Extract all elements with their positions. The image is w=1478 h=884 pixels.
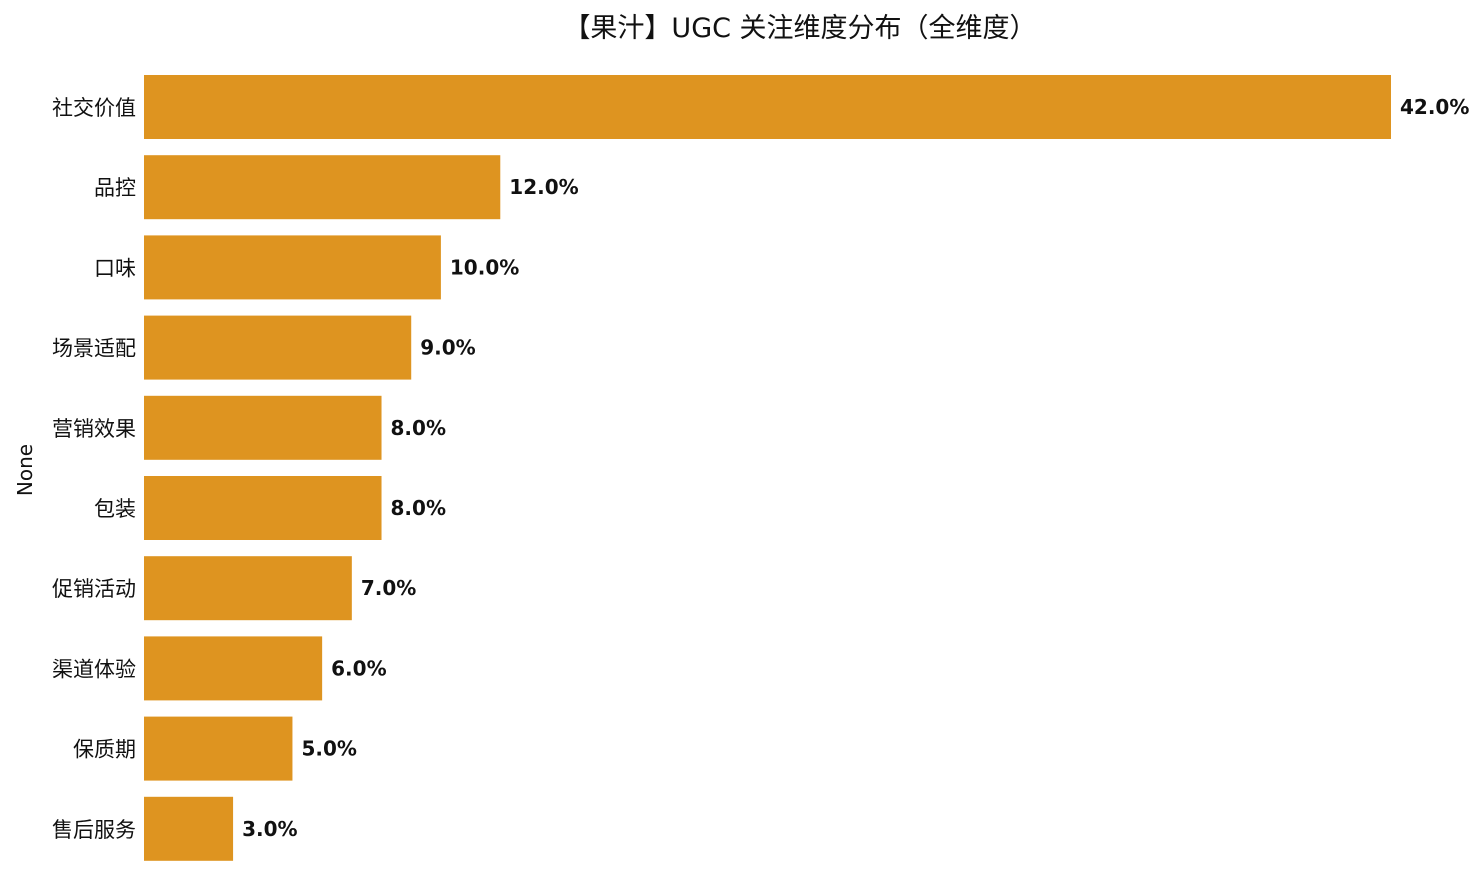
category-label: 渠道体验 bbox=[52, 657, 136, 681]
category-label: 促销活动 bbox=[52, 577, 136, 601]
bar bbox=[144, 75, 1391, 139]
value-label: 5.0% bbox=[301, 737, 356, 761]
value-label: 12.0% bbox=[509, 175, 578, 199]
bar bbox=[144, 476, 382, 540]
category-label: 营销效果 bbox=[52, 417, 136, 441]
value-label: 6.0% bbox=[331, 656, 386, 680]
bar bbox=[144, 395, 382, 460]
value-labels-group: 42.0% 12.0% 10.0% 9.0% 8.0% 8.0% 7.0% 6.0% 5.0% 3… bbox=[242, 95, 1469, 841]
category-label: 场景适配 bbox=[52, 337, 136, 361]
value-label: 10.0% bbox=[450, 255, 519, 279]
bar bbox=[144, 235, 441, 300]
bar bbox=[144, 796, 234, 861]
category-label: 口味 bbox=[94, 256, 136, 280]
value-label: 8.0% bbox=[391, 496, 446, 520]
category-label: 保质期 bbox=[73, 738, 136, 762]
y-axis-label: None bbox=[13, 444, 37, 496]
category-label: 品控 bbox=[94, 176, 136, 200]
value-label: 9.0% bbox=[420, 336, 475, 360]
value-label: 8.0% bbox=[391, 416, 446, 440]
value-label: 3.0% bbox=[242, 817, 297, 841]
bars-group bbox=[144, 75, 1391, 861]
bar bbox=[144, 315, 412, 380]
value-label: 42.0% bbox=[1400, 95, 1469, 119]
bar bbox=[144, 716, 293, 781]
value-label: 7.0% bbox=[361, 576, 416, 600]
chart-title: 【果汁】UGC 关注维度分布（全维度） bbox=[563, 13, 1036, 44]
category-label: 社交价值 bbox=[52, 96, 136, 120]
bar bbox=[144, 556, 352, 621]
category-label: 包装 bbox=[94, 497, 136, 521]
bar bbox=[144, 636, 323, 701]
bar bbox=[144, 155, 501, 220]
category-label: 售后服务 bbox=[52, 818, 136, 842]
